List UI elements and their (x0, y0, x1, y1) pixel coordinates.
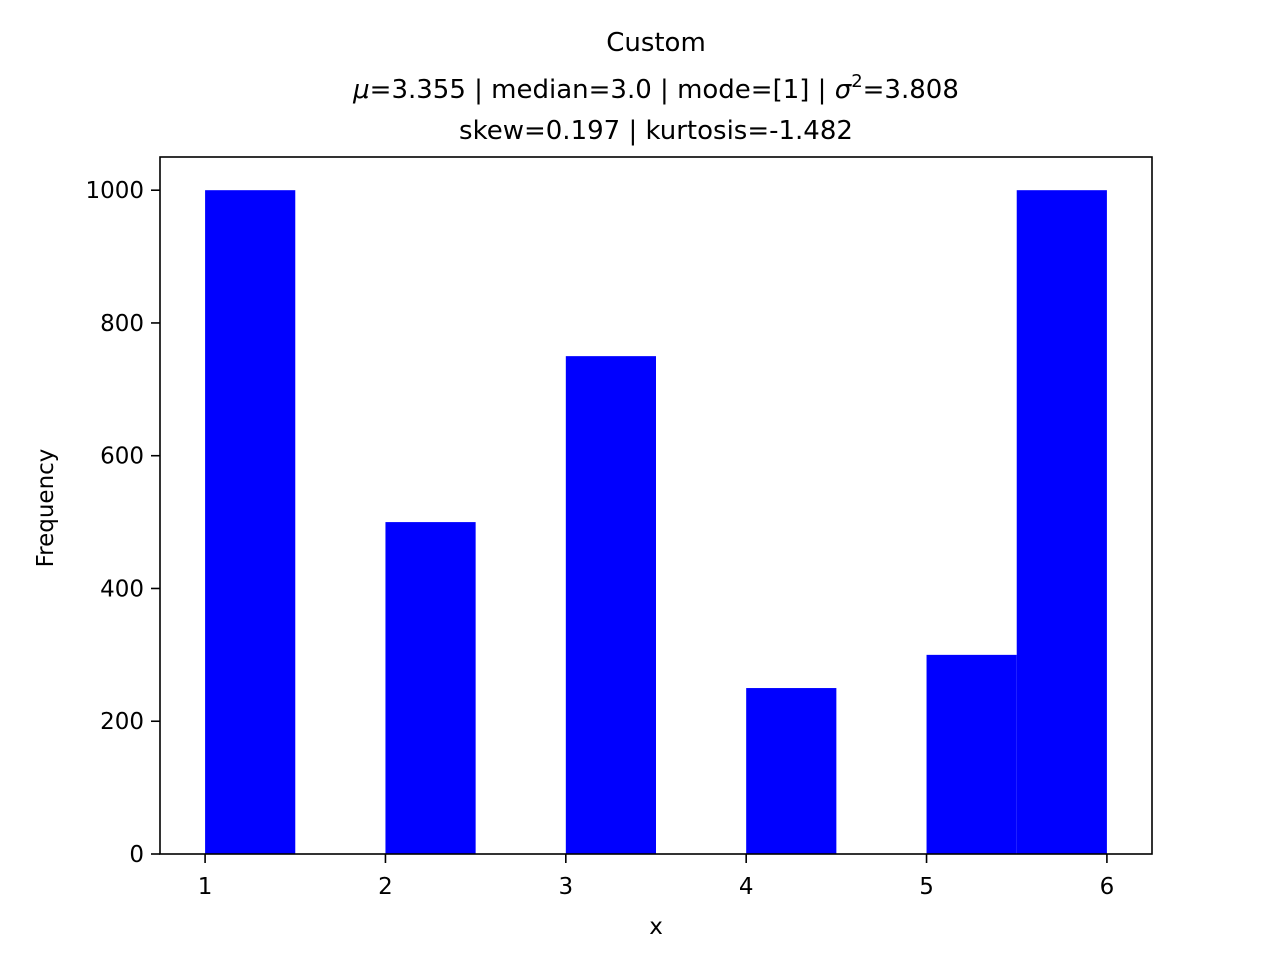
chart-subtitle-shape: skew=0.197 | kurtosis=-1.482 (459, 116, 853, 146)
y-axis-label: Frequency (33, 449, 59, 568)
histogram-bar-6 (746, 688, 837, 854)
y-tick-label: 800 (100, 311, 144, 337)
x-tick-label: 2 (378, 874, 393, 900)
plot-area-frame (159, 156, 1153, 855)
y-tick-label: 600 (100, 444, 144, 470)
histogram-bar-0 (205, 190, 296, 854)
y-tick-label: 400 (100, 576, 144, 602)
sigma-symbol: σ (835, 75, 853, 105)
chart-subtitle-stats: μ=3.355 | median=3.0 | mode=[1] | σ2=3.8… (352, 71, 959, 105)
y-ticks-group: 0 200 400 600 800 1000 (85, 178, 160, 868)
x-tick-label: 4 (739, 874, 754, 900)
y-tick-label: 0 (129, 842, 144, 868)
mu-values: =3.355 | median=3.0 | mode=[1] | (370, 75, 835, 105)
x-tick-label: 1 (198, 874, 213, 900)
x-tick-label: 6 (1100, 874, 1115, 900)
histogram-bar-2 (385, 522, 476, 854)
bars-group (205, 190, 1107, 854)
sigma-value: =3.808 (863, 75, 959, 105)
histogram-bar-9 (1016, 190, 1107, 854)
x-tick-label: 3 (558, 874, 573, 900)
y-tick-label: 1000 (85, 178, 144, 204)
x-axis-label: x (649, 914, 663, 940)
histogram-bar-8 (926, 654, 1017, 854)
y-tick-label: 200 (100, 709, 144, 735)
x-tick-label: 5 (919, 874, 934, 900)
sigma-superscript: 2 (851, 71, 862, 92)
x-ticks-group: 1 2 3 4 5 6 (198, 854, 1114, 900)
histogram-bar-4 (565, 356, 656, 854)
chart-title: Custom (606, 28, 706, 58)
mu-symbol: μ (352, 75, 370, 105)
